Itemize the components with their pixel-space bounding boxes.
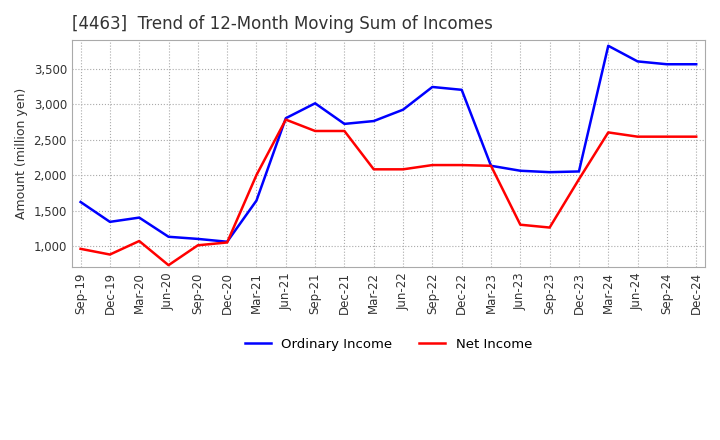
Ordinary Income (428, 84, 437, 90)
Net Income (457, 162, 466, 168)
Net Income (282, 117, 290, 122)
Ordinary Income (76, 199, 85, 205)
Ordinary Income (604, 43, 613, 48)
Ordinary Income (487, 163, 495, 169)
Ordinary Income (369, 118, 378, 124)
Ordinary Income (545, 169, 554, 175)
Net Income (106, 252, 114, 257)
Text: [4463]  Trend of 12-Month Moving Sum of Incomes: [4463] Trend of 12-Month Moving Sum of I… (72, 15, 492, 33)
Ordinary Income (399, 107, 408, 112)
Legend: Ordinary Income, Net Income: Ordinary Income, Net Income (239, 333, 538, 356)
Ordinary Income (252, 198, 261, 203)
Ordinary Income (194, 236, 202, 242)
Line: Ordinary Income: Ordinary Income (81, 46, 696, 242)
Net Income (662, 134, 671, 139)
Net Income (692, 134, 701, 139)
Ordinary Income (106, 219, 114, 224)
Ordinary Income (457, 87, 466, 92)
Ordinary Income (340, 121, 348, 127)
Y-axis label: Amount (million yen): Amount (million yen) (15, 88, 28, 219)
Line: Net Income: Net Income (81, 120, 696, 265)
Net Income (575, 176, 583, 182)
Net Income (369, 167, 378, 172)
Ordinary Income (516, 168, 525, 173)
Net Income (604, 130, 613, 135)
Net Income (428, 162, 437, 168)
Ordinary Income (575, 169, 583, 174)
Ordinary Income (662, 62, 671, 67)
Ordinary Income (692, 62, 701, 67)
Ordinary Income (311, 101, 320, 106)
Net Income (194, 242, 202, 248)
Ordinary Income (164, 234, 173, 239)
Net Income (135, 238, 143, 244)
Net Income (399, 167, 408, 172)
Net Income (545, 225, 554, 230)
Net Income (634, 134, 642, 139)
Net Income (252, 172, 261, 178)
Net Income (76, 246, 85, 252)
Ordinary Income (135, 215, 143, 220)
Net Income (223, 240, 232, 245)
Net Income (487, 163, 495, 169)
Net Income (311, 128, 320, 134)
Ordinary Income (634, 59, 642, 64)
Net Income (516, 222, 525, 227)
Ordinary Income (223, 239, 232, 244)
Ordinary Income (282, 116, 290, 121)
Net Income (164, 263, 173, 268)
Net Income (340, 128, 348, 134)
